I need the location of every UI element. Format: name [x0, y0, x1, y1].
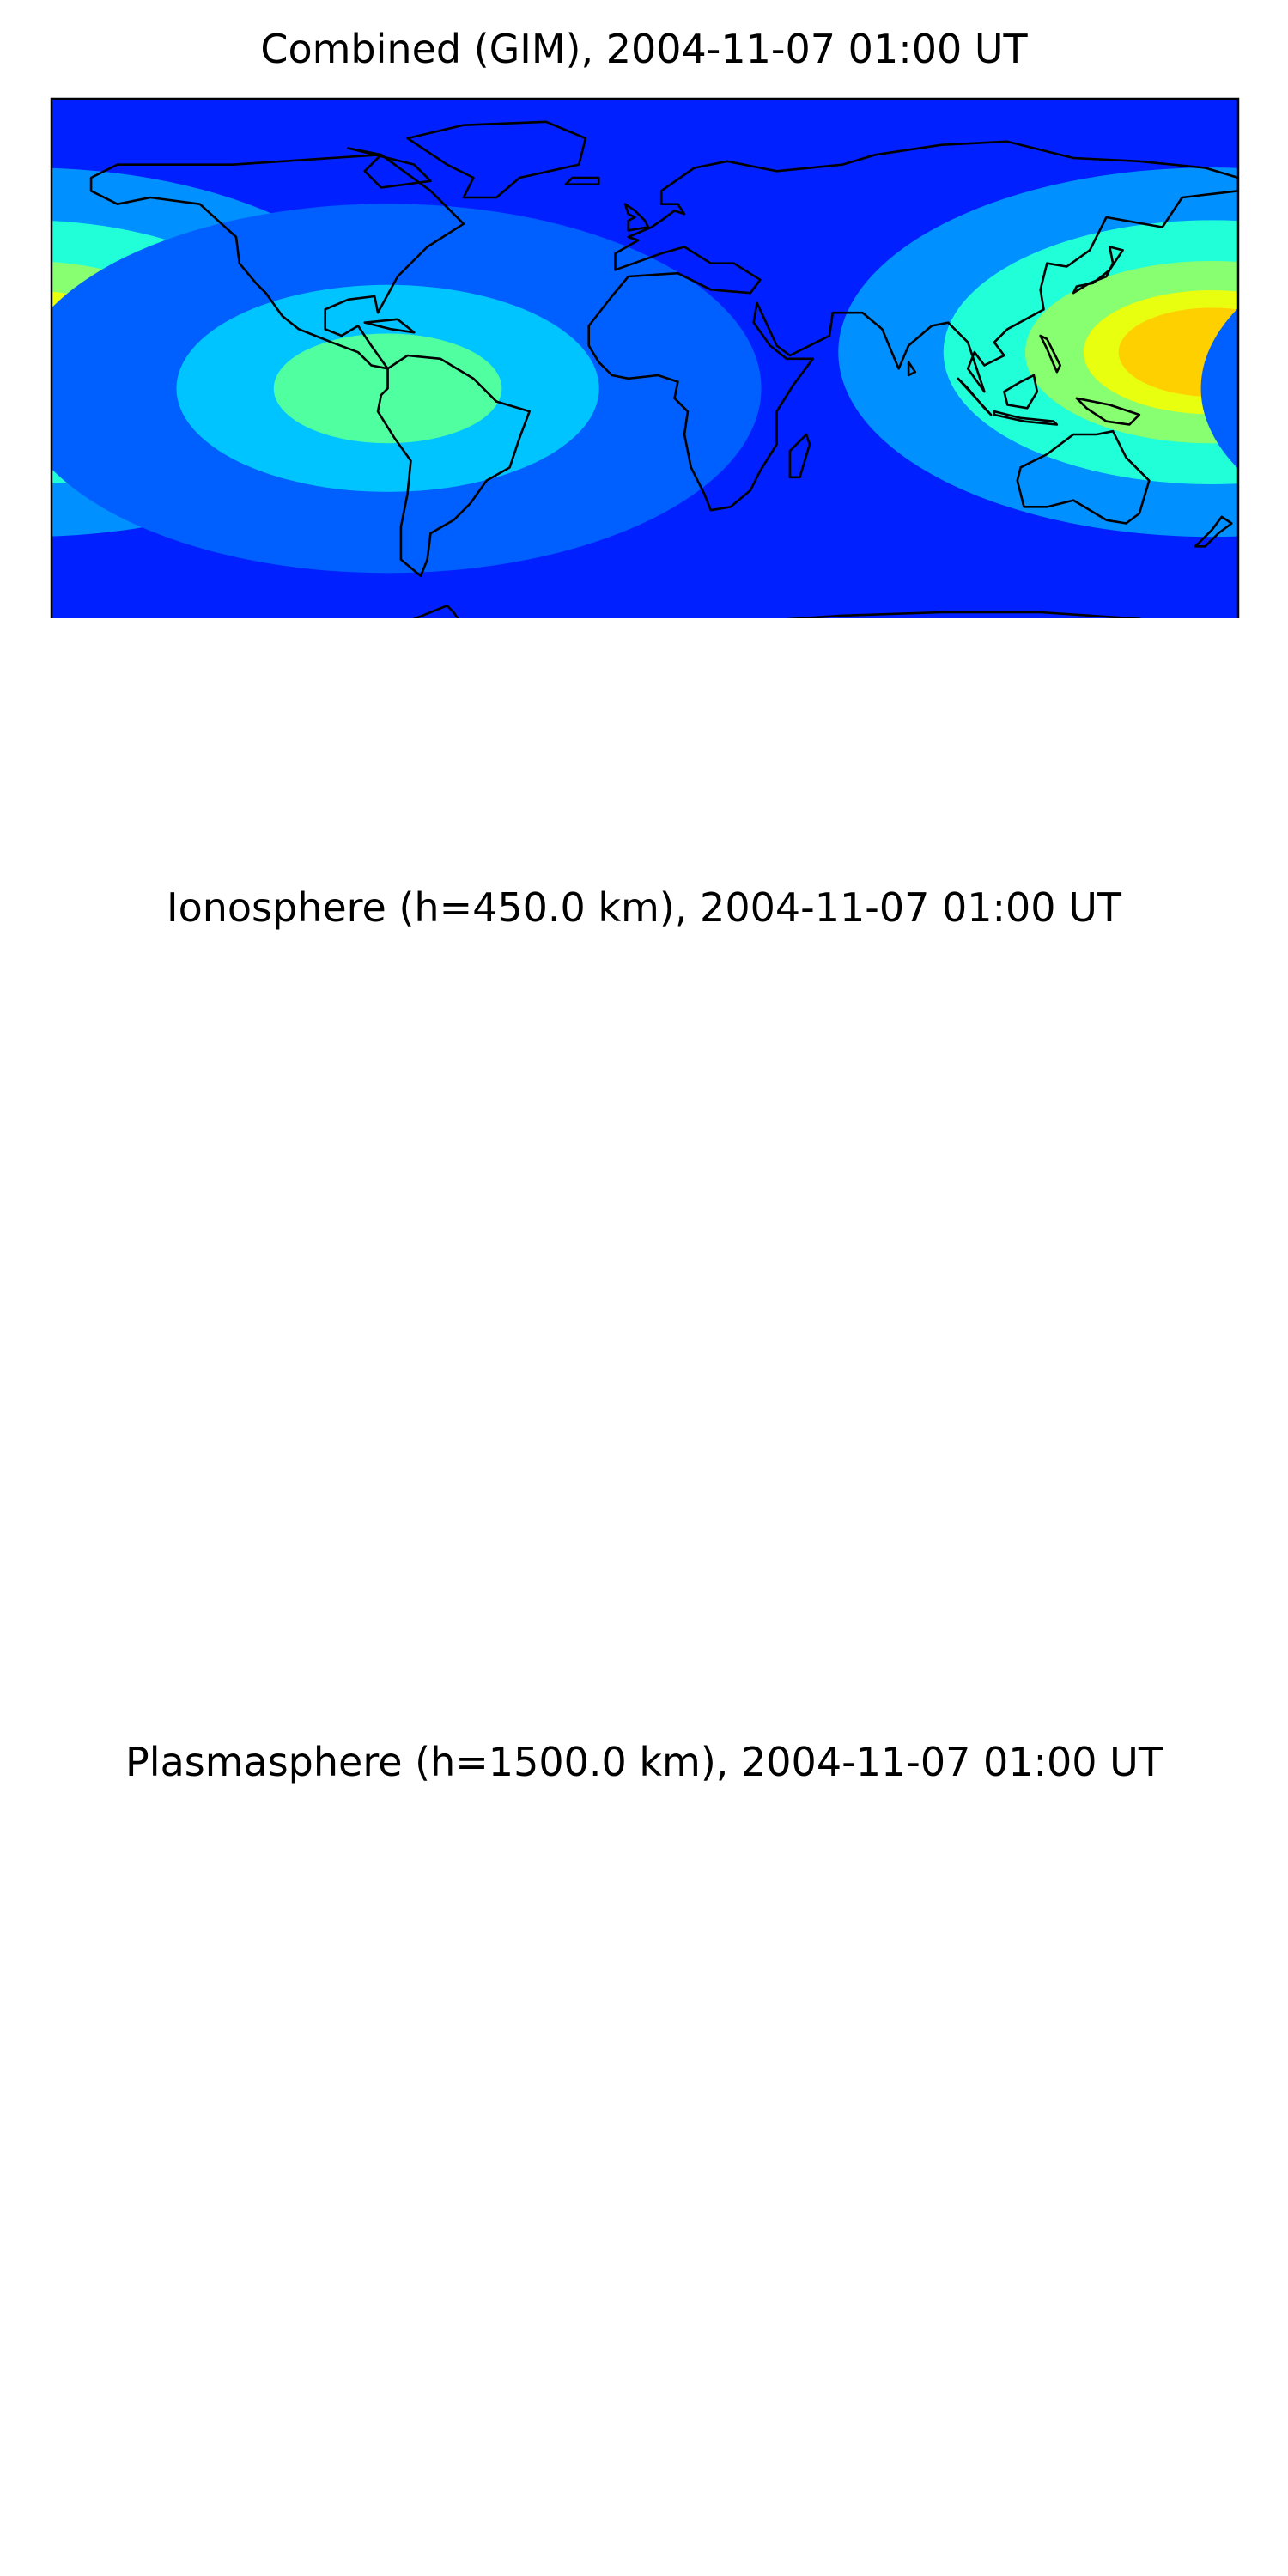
coastline-borneo: [1003, 374, 1039, 410]
coastline-new-zealand: [1194, 515, 1233, 548]
coastline-new-guinea: [1075, 397, 1141, 426]
coastline-indonesia-chain: [993, 410, 1059, 426]
coastline-sumatra: [957, 377, 993, 416]
panel-3-title: Plasmasphere (h=1500.0 km), 2004-11-07 0…: [125, 1739, 1163, 1785]
coastline-sri-lanka: [907, 361, 917, 377]
contour-wrap-2-0: [1200, 307, 1238, 469]
coastline-baffin: [347, 147, 432, 189]
coastline-iceland: [564, 176, 600, 185]
coastline-greenland: [406, 120, 587, 199]
coastline-north-america: [89, 153, 465, 370]
coastline-caribbean: [363, 318, 416, 334]
coastline-uk: [623, 203, 650, 232]
panel-1-title: Combined (GIM), 2004-11-07 01:00 UT: [260, 26, 1028, 72]
coastline-africa-eurasia: [587, 140, 1238, 512]
coastline-philippines: [1039, 334, 1061, 374]
coastline-australia: [1016, 429, 1151, 525]
coastline-south-america: [376, 354, 531, 578]
panel-2-title: Ionosphere (h=450.0 km), 2004-11-07 01:0…: [167, 884, 1121, 931]
plasmasphere-colorbar: 0510152025: [0, 0, 1288, 129]
coastline-madagascar: [788, 433, 811, 479]
coastline-japan: [1072, 246, 1124, 295]
map-frame: [50, 97, 1240, 618]
combined-map: [50, 97, 1240, 618]
